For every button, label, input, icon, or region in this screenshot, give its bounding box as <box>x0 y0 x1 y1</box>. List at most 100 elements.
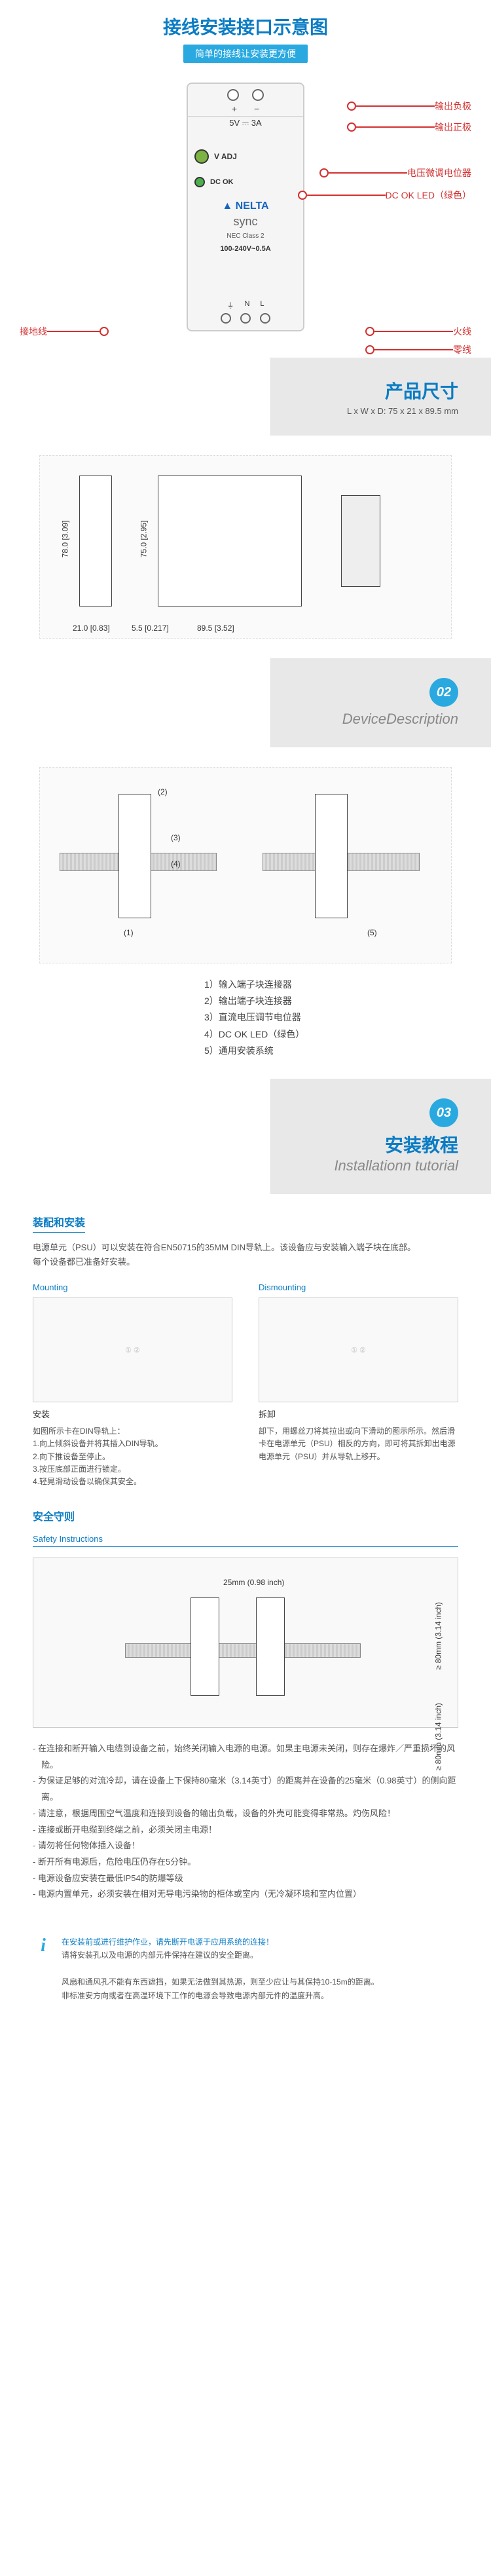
section-installation-header: 03 安装教程 Installationn tutorial <box>0 1079 491 1194</box>
dismounting-sublabel: 拆卸 <box>259 1408 458 1420</box>
dimensions-drawing: 78.0 [3.09] 75.0 [2.95] 21.0 [0.83] 5.5 … <box>39 455 452 639</box>
legend-2: 2）输出端子块连接器 <box>204 993 452 1009</box>
callout-neutral: 零线 <box>453 343 471 356</box>
device-illustration: + − 5V ⎓ 3A V ADJ DC OK ▲ NELTA sync NEC… <box>187 83 304 331</box>
dismount-steps: 卸下，用螺丝刀将其拉出或向下滑动的图示所示。然后滑卡在电源单元（PSU）相反的方… <box>259 1425 458 1463</box>
input-spec: 100-240V~0.5A <box>194 245 297 253</box>
mount-step-4: 4.轻晃滑动设备以确保其安全。 <box>33 1476 232 1488</box>
polarity-plus: + <box>232 103 237 114</box>
legend-3: 3）直流电压调节电位器 <box>204 1009 452 1026</box>
installation-title-en: Installationn tutorial <box>72 1157 458 1174</box>
n-label: N <box>244 300 249 310</box>
mount-steps-title: 如图所示卡在DIN导轨上： <box>33 1425 232 1438</box>
marker-3: (3) <box>171 833 181 842</box>
section-number-02: 02 <box>429 678 458 707</box>
wiring-diagram: + − 5V ⎓ 3A V ADJ DC OK ▲ NELTA sync NEC… <box>0 69 491 358</box>
mounting-sublabel: 安装 <box>33 1408 232 1420</box>
dismounting-diagram: ① ② <box>259 1297 458 1402</box>
info-note: i 在安装前或进行维护作业，请先断开电源于应用系统的连接！ 请将安装孔以及电源的… <box>0 1935 491 2022</box>
description-diagram: (2) (3) (4) (1) (5) <box>39 767 452 963</box>
callout-dot-icon <box>298 191 307 200</box>
callout-dot-icon <box>319 168 329 177</box>
callout-live: 火线 <box>453 325 471 338</box>
callout-ground: 接地线 <box>20 325 47 338</box>
safety-item: - 请注意，根据周围空气温度和连接到设备的输出负载，设备的外壳可能变得非常热。灼… <box>33 1806 458 1822</box>
page-title: 接线安装接口示意图 <box>0 13 491 39</box>
marker-1: (1) <box>124 928 134 937</box>
callout-dot-icon <box>365 327 374 336</box>
mount-step-1: 1.向上倾斜设备并将其插入DIN导轨。 <box>33 1438 232 1450</box>
info-body-1: 请将安装孔以及电源的内部元件保持在建议的安全距离。 <box>62 1949 379 1962</box>
mount-step-3: 3.按压底部正面进行锁定。 <box>33 1463 232 1476</box>
mounting-label: Mounting <box>33 1282 232 1292</box>
callout-dot-icon <box>347 102 356 111</box>
safety-instructions-list: - 在连接和断开输入电缆到设备之前，始终关闭输入电源的电源。如果主电源未关闭，则… <box>33 1741 458 1903</box>
description-legend: 1）输入端子块连接器 2）输出端子块连接器 3）直流电压调节电位器 4）DC O… <box>39 977 452 1059</box>
callout-dcok: DC OK LED（绿色） <box>386 189 471 202</box>
section-dimensions-header: 产品尺寸 L x W x D: 75 x 21 x 89.5 mm <box>0 358 491 436</box>
dimensions-subtitle: L x W x D: 75 x 21 x 89.5 mm <box>33 406 458 416</box>
l-label: L <box>260 300 264 310</box>
dim-d1: 89.5 [3.52] <box>197 624 234 633</box>
brand-logo: ▲ NELTA <box>194 200 297 212</box>
info-body-2: 风扇和通风孔不能有东西遮挡，如果无法做到其热源，则至少应让与其保持10-15m的… <box>62 1975 379 1988</box>
dim-w1: 21.0 [0.83] <box>73 624 110 633</box>
info-body-3: 非标准安方向或者在高温环境下工作的电源会导致电源内部元件的温度升高。 <box>62 1989 379 2002</box>
legend-1: 1）输入端子块连接器 <box>204 977 452 993</box>
legend-5: 5）通用安装系统 <box>204 1043 452 1059</box>
dim-h2: 75.0 [2.95] <box>139 521 148 558</box>
marker-4: (4) <box>171 859 181 868</box>
brand-sync: sync <box>194 215 297 229</box>
callout-pos-pole: 输出正极 <box>435 121 471 134</box>
safety-heading-cn: 安全守则 <box>33 1512 75 1523</box>
live-terminal <box>260 313 270 324</box>
safety-item: - 电源设备应安装在最低IP54的防爆等级 <box>33 1871 458 1887</box>
dcok-label: DC OK <box>210 178 233 186</box>
polarity-minus: − <box>254 103 259 114</box>
install-intro: 电源单元（PSU）可以安装在符合EN50715的35MM DIN导轨上。该设备应… <box>33 1241 458 1269</box>
clearance-dim: 25mm (0.98 inch) <box>223 1578 284 1587</box>
callout-dot-icon <box>100 327 109 336</box>
marker-5: (5) <box>367 928 377 937</box>
dim-h1: 78.0 [3.09] <box>60 521 69 558</box>
ground-symbol: ⏚ <box>227 300 234 310</box>
safety-item: - 请勿将任何物体插入设备！ <box>33 1838 458 1854</box>
safety-item: - 为保证足够的对流冷却，请在设备上下保持80毫米（3.14英寸）的距离并在设备… <box>33 1773 458 1805</box>
output-terminal-pos <box>252 89 264 101</box>
info-lead: 在安装前或进行维护作业，请先断开电源于应用系统的连接！ <box>62 1935 379 1949</box>
legend-4: 4）DC OK LED（绿色） <box>204 1026 452 1043</box>
top-clearance: ≥ 80mm (3.14 inch) <box>433 1602 443 1670</box>
safety-clearance-diagram: 25mm (0.98 inch) ≥ 80mm (3.14 inch) ≥ 80… <box>33 1558 458 1728</box>
dcok-led <box>194 177 205 187</box>
nec-class-label: NEC Class 2 <box>194 233 297 240</box>
installation-title-cn: 安装教程 <box>33 1131 458 1157</box>
section-description-header: 02 DeviceDescription <box>0 658 491 747</box>
dismounting-label: Dismounting <box>259 1282 458 1292</box>
page-subtitle: 简单的接线让安装更方便 <box>183 45 308 63</box>
safety-item: - 断开所有电源后，危险电压仍存在5分钟。 <box>33 1854 458 1871</box>
dim-w2: 5.5 [0.217] <box>132 624 169 633</box>
description-title: DeviceDescription <box>33 711 458 728</box>
safety-heading-en: Safety Instructions <box>33 1534 458 1547</box>
side-clearance: ≥ 80mm (3.14 inch) <box>433 1703 443 1770</box>
output-rating: 5V ⎓ 3A <box>188 117 303 130</box>
marker-2: (2) <box>158 787 168 796</box>
ground-terminal <box>221 313 231 324</box>
neutral-terminal <box>240 313 251 324</box>
callout-vadj: 电压微调电位器 <box>407 166 471 179</box>
mount-step-2: 2.向下推设备至停止。 <box>33 1451 232 1463</box>
section-number-03: 03 <box>429 1098 458 1127</box>
vadj-knob <box>194 149 209 164</box>
safety-item: - 电源内置单元，必须安装在相对无导电污染物的柜体或室内（无冷凝环境和室内位置） <box>33 1886 458 1903</box>
callout-dot-icon <box>347 122 356 132</box>
install-intro-2: 每个设备都已准备好安装。 <box>33 1255 458 1269</box>
vadj-label: V ADJ <box>214 152 237 161</box>
output-terminal-neg <box>227 89 239 101</box>
install-intro-1: 电源单元（PSU）可以安装在符合EN50715的35MM DIN导轨上。该设备应… <box>33 1241 458 1255</box>
assembly-heading: 装配和安装 <box>33 1214 85 1233</box>
safety-item: - 连接或断开电缆到终端之前，必须关闭主电源！ <box>33 1822 458 1839</box>
safety-item: - 在连接和断开输入电缆到设备之前，始终关闭输入电源的电源。如果主电源未关闭，则… <box>33 1741 458 1773</box>
callout-dot-icon <box>365 345 374 354</box>
info-icon: i <box>33 1935 54 1956</box>
dimensions-title: 产品尺寸 <box>33 377 458 403</box>
